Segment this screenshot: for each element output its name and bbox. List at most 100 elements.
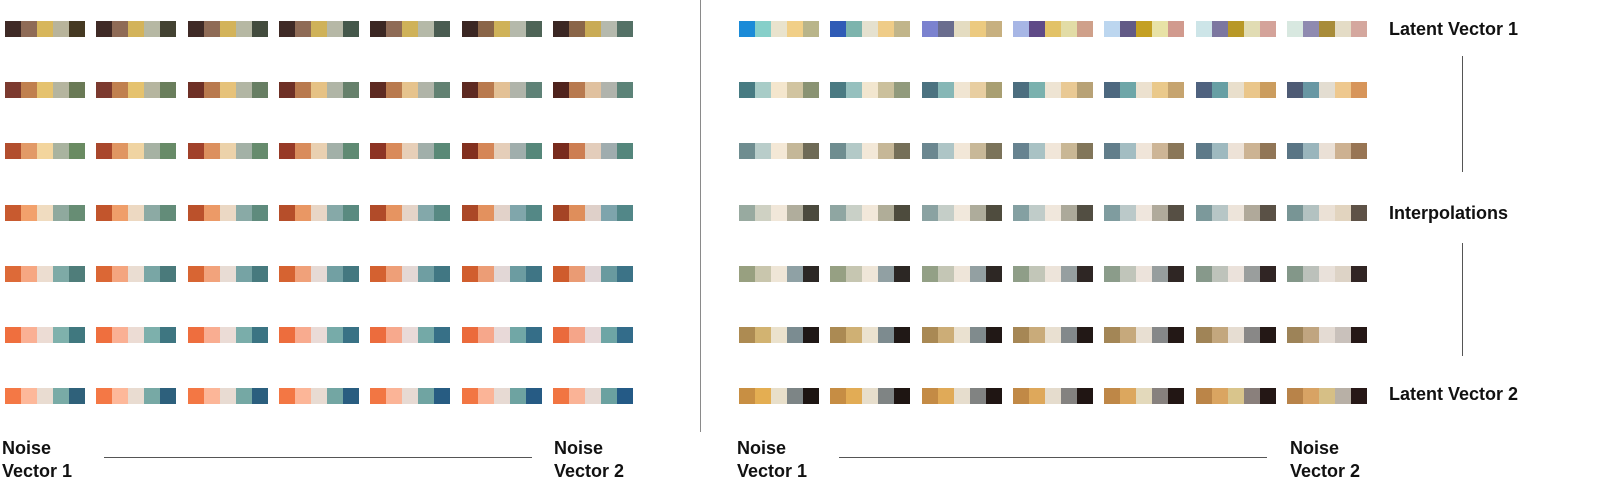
color-swatch [187, 327, 204, 343]
color-swatch [1318, 327, 1335, 343]
color-swatch [787, 204, 803, 221]
color-swatch [921, 388, 938, 405]
color-swatch [937, 327, 954, 343]
color-swatch [1259, 265, 1276, 282]
color-swatch [493, 327, 510, 343]
latent-axis-lower-line [1462, 243, 1463, 356]
color-swatch [1136, 327, 1153, 343]
color-swatch [1195, 265, 1212, 282]
color-swatch [509, 143, 526, 160]
color-swatch [310, 21, 327, 37]
color-swatch [418, 388, 435, 405]
color-swatch [53, 82, 69, 99]
color-swatch [509, 204, 526, 221]
color-swatch [1044, 265, 1061, 282]
color-swatch [1120, 204, 1137, 221]
color-swatch [53, 21, 69, 37]
color-swatch [235, 388, 252, 405]
color-swatch [552, 204, 569, 221]
color-swatch [1028, 265, 1045, 282]
color-swatch [600, 82, 617, 99]
color-swatch [37, 388, 53, 405]
color-swatch [1227, 82, 1244, 99]
color-swatch [1152, 265, 1169, 282]
color-swatch [418, 265, 435, 282]
color-swatch [235, 265, 252, 282]
color-swatch [128, 21, 145, 37]
color-swatch [787, 388, 803, 405]
color-swatch [616, 327, 633, 343]
color-swatch [37, 327, 53, 343]
color-swatch [187, 21, 204, 37]
color-swatch [112, 204, 129, 221]
color-swatch [985, 204, 1002, 221]
color-swatch [846, 327, 863, 343]
color-swatch [969, 327, 986, 343]
color-swatch [402, 388, 419, 405]
right-noise-axis-line [839, 457, 1267, 458]
color-swatch [1060, 143, 1077, 160]
color-swatch [1227, 21, 1244, 37]
color-swatch [1195, 327, 1212, 343]
color-swatch [219, 327, 236, 343]
color-swatch [568, 204, 585, 221]
color-swatch [894, 82, 911, 99]
color-swatch [219, 82, 236, 99]
color-swatch [370, 143, 387, 160]
color-swatch [1120, 388, 1137, 405]
color-swatch [1028, 204, 1045, 221]
color-swatch [969, 204, 986, 221]
color-swatch [969, 82, 986, 99]
color-swatch [69, 388, 85, 405]
color-swatch [477, 388, 494, 405]
color-swatch [21, 21, 37, 37]
color-swatch [402, 143, 419, 160]
color-swatch [1243, 265, 1260, 282]
color-swatch [1350, 327, 1367, 343]
color-swatch [278, 204, 295, 221]
color-swatch [1334, 204, 1351, 221]
color-swatch [493, 21, 510, 37]
color-swatch [1350, 82, 1367, 99]
color-swatch [69, 21, 85, 37]
latent-axis-upper-line [1462, 56, 1463, 172]
color-swatch [144, 21, 161, 37]
color-swatch [803, 327, 819, 343]
color-swatch [203, 388, 220, 405]
color-swatch [5, 143, 21, 160]
color-swatch [787, 265, 803, 282]
color-swatch [342, 21, 359, 37]
color-swatch [1168, 204, 1185, 221]
left-noise-axis-line [104, 457, 532, 458]
color-swatch [1259, 388, 1276, 405]
color-swatch [953, 204, 970, 221]
color-swatch [342, 204, 359, 221]
color-swatch [584, 82, 601, 99]
color-swatch [21, 82, 37, 99]
color-swatch [386, 388, 403, 405]
color-swatch [96, 265, 113, 282]
color-swatch [1076, 388, 1093, 405]
color-swatch [921, 21, 938, 37]
color-swatch [5, 327, 21, 343]
color-swatch [310, 388, 327, 405]
color-swatch [160, 265, 177, 282]
color-swatch [739, 143, 755, 160]
color-swatch [771, 327, 787, 343]
color-swatch [1195, 21, 1212, 37]
color-swatch [830, 265, 847, 282]
color-swatch [1243, 82, 1260, 99]
color-swatch [878, 82, 895, 99]
color-swatch [294, 21, 311, 37]
color-swatch [894, 143, 911, 160]
color-swatch [739, 204, 755, 221]
color-swatch [1152, 204, 1169, 221]
color-swatch [552, 388, 569, 405]
color-swatch [969, 21, 986, 37]
color-swatch [755, 265, 771, 282]
color-swatch [862, 204, 879, 221]
color-swatch [525, 21, 542, 37]
color-swatch [1060, 327, 1077, 343]
color-swatch [326, 82, 343, 99]
